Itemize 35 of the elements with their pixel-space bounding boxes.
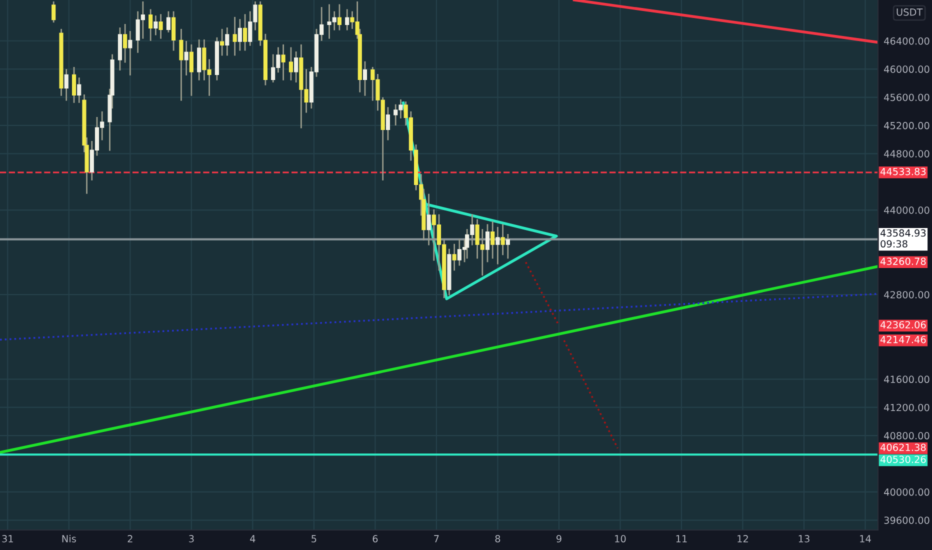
text: 43260.78	[880, 258, 926, 265]
y-tick-label: 40800.00	[884, 432, 930, 440]
y-tick-label: 39600.00	[884, 516, 930, 524]
y-tick-label: 41600.00	[884, 376, 930, 384]
y-tick-label: 45600.00	[884, 94, 930, 102]
x-tick-label: 3	[189, 535, 194, 542]
y-tick-label: 46400.00	[884, 37, 930, 45]
x-tick-label: 6	[372, 535, 378, 542]
y-tick-label: 46000.00	[884, 66, 930, 73]
x-tick-label: 9	[556, 535, 562, 542]
y-tick-label: 44800.00	[884, 150, 930, 158]
x-tick-label: 14	[860, 535, 871, 542]
text: 40621.38	[880, 444, 926, 452]
x-tick-label: 4	[250, 535, 256, 542]
text: USDT	[896, 8, 923, 16]
y-tick-label: 42800.00	[884, 291, 930, 298]
x-tick-label: 10	[615, 535, 626, 542]
y-tick-label: 44000.00	[884, 206, 930, 214]
x-tick-label: 7	[434, 535, 439, 542]
text: 42362.06	[880, 321, 926, 328]
x-tick-label: Nis	[62, 534, 76, 542]
x-tick-label: 8	[495, 535, 500, 542]
ref-line-label: 40530.26	[880, 456, 926, 464]
ref-line-label: 43584.93 09:38	[880, 229, 926, 248]
x-tick-label: 31	[2, 535, 13, 542]
y-tick-label: 45200.00	[884, 122, 930, 130]
x-tick-label: 5	[312, 535, 316, 542]
x-tick-label: 12	[738, 535, 748, 542]
x-tick-label: 11	[676, 535, 687, 542]
text: 42147.46	[880, 336, 926, 344]
x-tick-label: 13	[798, 535, 810, 542]
x-tick-label: 2	[128, 535, 132, 542]
y-tick-label: 40000.00	[884, 488, 930, 496]
y-tick-label: 41200.00	[884, 404, 930, 412]
ref-line-label: 44533.83	[880, 168, 926, 176]
